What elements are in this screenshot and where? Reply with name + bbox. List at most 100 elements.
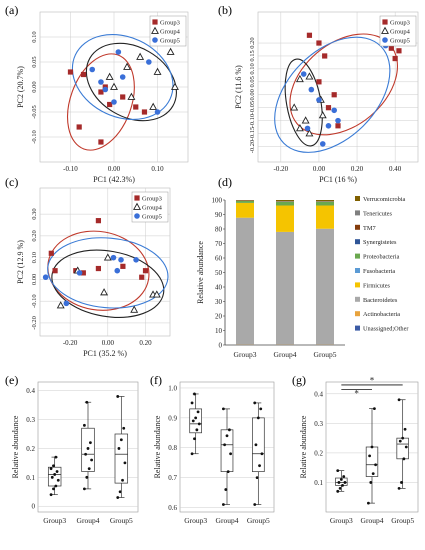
box-data-point: [90, 458, 93, 462]
y-tick-label: 0.8: [168, 444, 177, 452]
box-data-point: [85, 475, 89, 479]
legend-swatch: [355, 296, 360, 302]
y-axis-label: PC2 (11.6 %): [234, 65, 243, 109]
bar-segment-firmicutes: [236, 202, 254, 218]
x-tick-label: 0.20: [351, 165, 364, 173]
data-point-group5: [335, 117, 341, 124]
scatter-panel-2: -0.20 0.00 0.20 -0.20 -0.10 0.00 0.10 0.20 0.30 P…: [16, 187, 171, 358]
legend-label: Tenericutes: [363, 210, 392, 217]
y-tick-label: 0.2: [26, 445, 35, 453]
y-tick-label: 10: [215, 327, 223, 335]
data-point-group3: [67, 69, 74, 75]
box-data-point: [195, 428, 199, 432]
legend-label: Group5: [160, 38, 180, 45]
data-point-group3: [325, 105, 332, 111]
y-tick-label: 0.2: [314, 449, 323, 457]
data-point-group5: [133, 257, 139, 263]
y-tick-label: 80: [215, 226, 223, 234]
box-data-point: [86, 447, 90, 450]
legend-marker: [151, 26, 159, 34]
legend-swatch: [355, 268, 360, 273]
bar-segment-verrucomicrobia: [276, 200, 294, 202]
legend-label: Group4: [160, 29, 181, 36]
box-data-point: [116, 496, 120, 499]
box-data-point: [83, 423, 86, 427]
confidence-ellipse-group5: [47, 237, 169, 309]
panel-label-d: (d): [218, 175, 232, 189]
confidence-ellipse-group4: [85, 42, 177, 122]
x-axis-label: PC1 (16 %): [319, 175, 357, 184]
box-data-point: [341, 484, 344, 487]
data-point-group4: [110, 82, 118, 90]
data-point-group3: [107, 101, 113, 108]
data-point-group5: [325, 122, 332, 129]
x-tick-label: Group4: [77, 516, 100, 525]
box-data-point: [191, 419, 195, 423]
legend-label: TM7: [363, 225, 376, 232]
legend-label: Group5: [142, 214, 162, 221]
y-tick-label: 100: [212, 197, 223, 205]
data-point-group3: [98, 139, 104, 145]
significance-label: *: [354, 388, 359, 398]
legend-marker: [134, 213, 140, 219]
y-tick-label: -0.20: [249, 140, 256, 154]
box-data-point: [54, 484, 58, 488]
confidence-ellipse-group5: [71, 34, 174, 120]
stacked-bar-panel: 0 10 20 30 40 50 60 70 80 90 100 Relative abundance…: [196, 196, 409, 359]
box-data-point: [400, 481, 403, 484]
data-point-group4: [103, 253, 112, 261]
y-axis-label: PC2 (20.7%): [16, 66, 25, 108]
x-axis-label: PC1 (35.2 %): [83, 349, 127, 358]
data-point-group4: [149, 102, 158, 110]
box-data-point: [403, 427, 407, 431]
legend-swatch: [355, 210, 360, 216]
x-tick-label: 0.00: [102, 339, 115, 347]
legend-label: Group3: [160, 20, 180, 27]
box-data-point: [224, 488, 228, 491]
confidence-ellipse-group3: [47, 230, 150, 311]
box-iqr: [252, 417, 265, 473]
box-iqr: [114, 433, 129, 484]
data-point-group5: [331, 107, 337, 114]
legend-marker: [382, 37, 388, 43]
box-data-point: [228, 428, 231, 432]
box-data-point: [374, 463, 377, 467]
significance-label: *: [370, 375, 375, 385]
x-tick-label: -0.10: [63, 165, 78, 173]
box-data-point: [197, 422, 201, 426]
y-tick-label: 0.00: [249, 89, 256, 100]
box-data-point: [336, 469, 340, 473]
data-point-group3: [95, 218, 102, 224]
box-data-point: [229, 452, 233, 456]
data-point-group5: [89, 66, 96, 73]
box-data-point: [339, 478, 343, 481]
data-point-group3: [133, 104, 139, 110]
legend-swatch: [355, 282, 360, 288]
box-data-point: [83, 487, 86, 491]
box-data-point: [402, 457, 406, 461]
data-point-group4: [305, 72, 314, 80]
panel-label-a: (a): [5, 3, 18, 17]
y-axis-label: Relative abundance: [196, 241, 205, 304]
box-data-point: [367, 501, 370, 505]
legend-label: Group3: [142, 196, 162, 203]
legend-label: Group5: [390, 38, 410, 45]
data-point-group3: [52, 268, 58, 274]
data-point-group3: [98, 89, 104, 95]
data-point-group5: [115, 49, 122, 55]
x-axis-label: PC1 (42.3%): [93, 175, 135, 184]
data-point-group3: [120, 94, 126, 100]
bar-segment-verrucomicrobia: [316, 200, 334, 202]
data-point-group4: [130, 305, 139, 313]
data-point-group3: [306, 32, 313, 38]
box-data-point: [50, 475, 54, 479]
box-iqr: [47, 466, 62, 487]
y-tick-label: 0.10: [249, 63, 256, 74]
panel-label-e: (e): [5, 373, 18, 387]
data-point-group4: [105, 72, 114, 80]
y-tick-label: -0.15: [249, 127, 256, 141]
data-point-group3: [322, 53, 328, 59]
legend-label: Group4: [142, 205, 163, 212]
data-point-group3: [388, 45, 394, 51]
